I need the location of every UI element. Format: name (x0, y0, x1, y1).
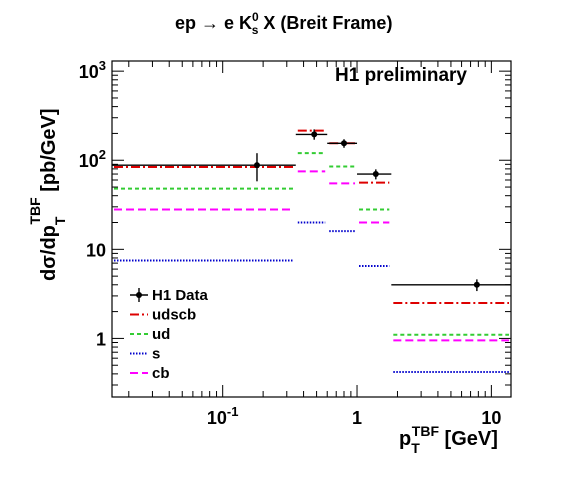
plot-area (112, 129, 511, 373)
x-tick-label: 10 (481, 408, 501, 428)
x-tick-label: 10-1 (207, 404, 239, 428)
legend-item: udscb (130, 307, 196, 324)
y-tick-label: 10 (86, 240, 106, 260)
data-point-marker (253, 162, 260, 169)
data-point (327, 139, 358, 148)
legend-marker-dot (136, 292, 142, 298)
data-point-marker (473, 281, 480, 288)
data-point-marker (311, 131, 318, 138)
data-point-marker (372, 171, 379, 178)
annotation-h1-preliminary: H1 preliminary (335, 65, 467, 86)
legend-label: s (152, 346, 160, 363)
legend-label: cb (152, 365, 170, 382)
data-point (391, 279, 511, 292)
legend-label: ud (152, 326, 170, 343)
plot-frame (111, 60, 512, 398)
chart-title: ep → e K0 s X (Breit Frame) (175, 10, 392, 37)
x-axis-label: pTTBF [GeV] (399, 423, 498, 456)
legend-item: s (130, 346, 160, 363)
x-tick-label: 1 (352, 408, 362, 428)
data-point (112, 153, 296, 182)
data-point (357, 169, 392, 180)
y-axis-label: dσ/dpTTBF [pb/GeV] (27, 108, 68, 281)
legend-label: H1 Data (152, 287, 209, 304)
y-tick-label: 102 (79, 147, 106, 171)
chart-title-sup: 0 (252, 10, 259, 24)
data-point-marker (341, 140, 348, 147)
legend-label: udscb (152, 307, 196, 324)
legend-item: cb (130, 365, 170, 382)
legend-item: H1 Data (130, 287, 209, 304)
y-tick-label: 1 (96, 329, 106, 349)
axis-ticks: 10-1 1 10 1 10 102 103 (79, 58, 511, 428)
chart-title-sub: s (252, 23, 259, 37)
y-tick-label: 103 (79, 58, 106, 82)
legend-item: ud (130, 326, 170, 343)
data-point (295, 129, 328, 140)
